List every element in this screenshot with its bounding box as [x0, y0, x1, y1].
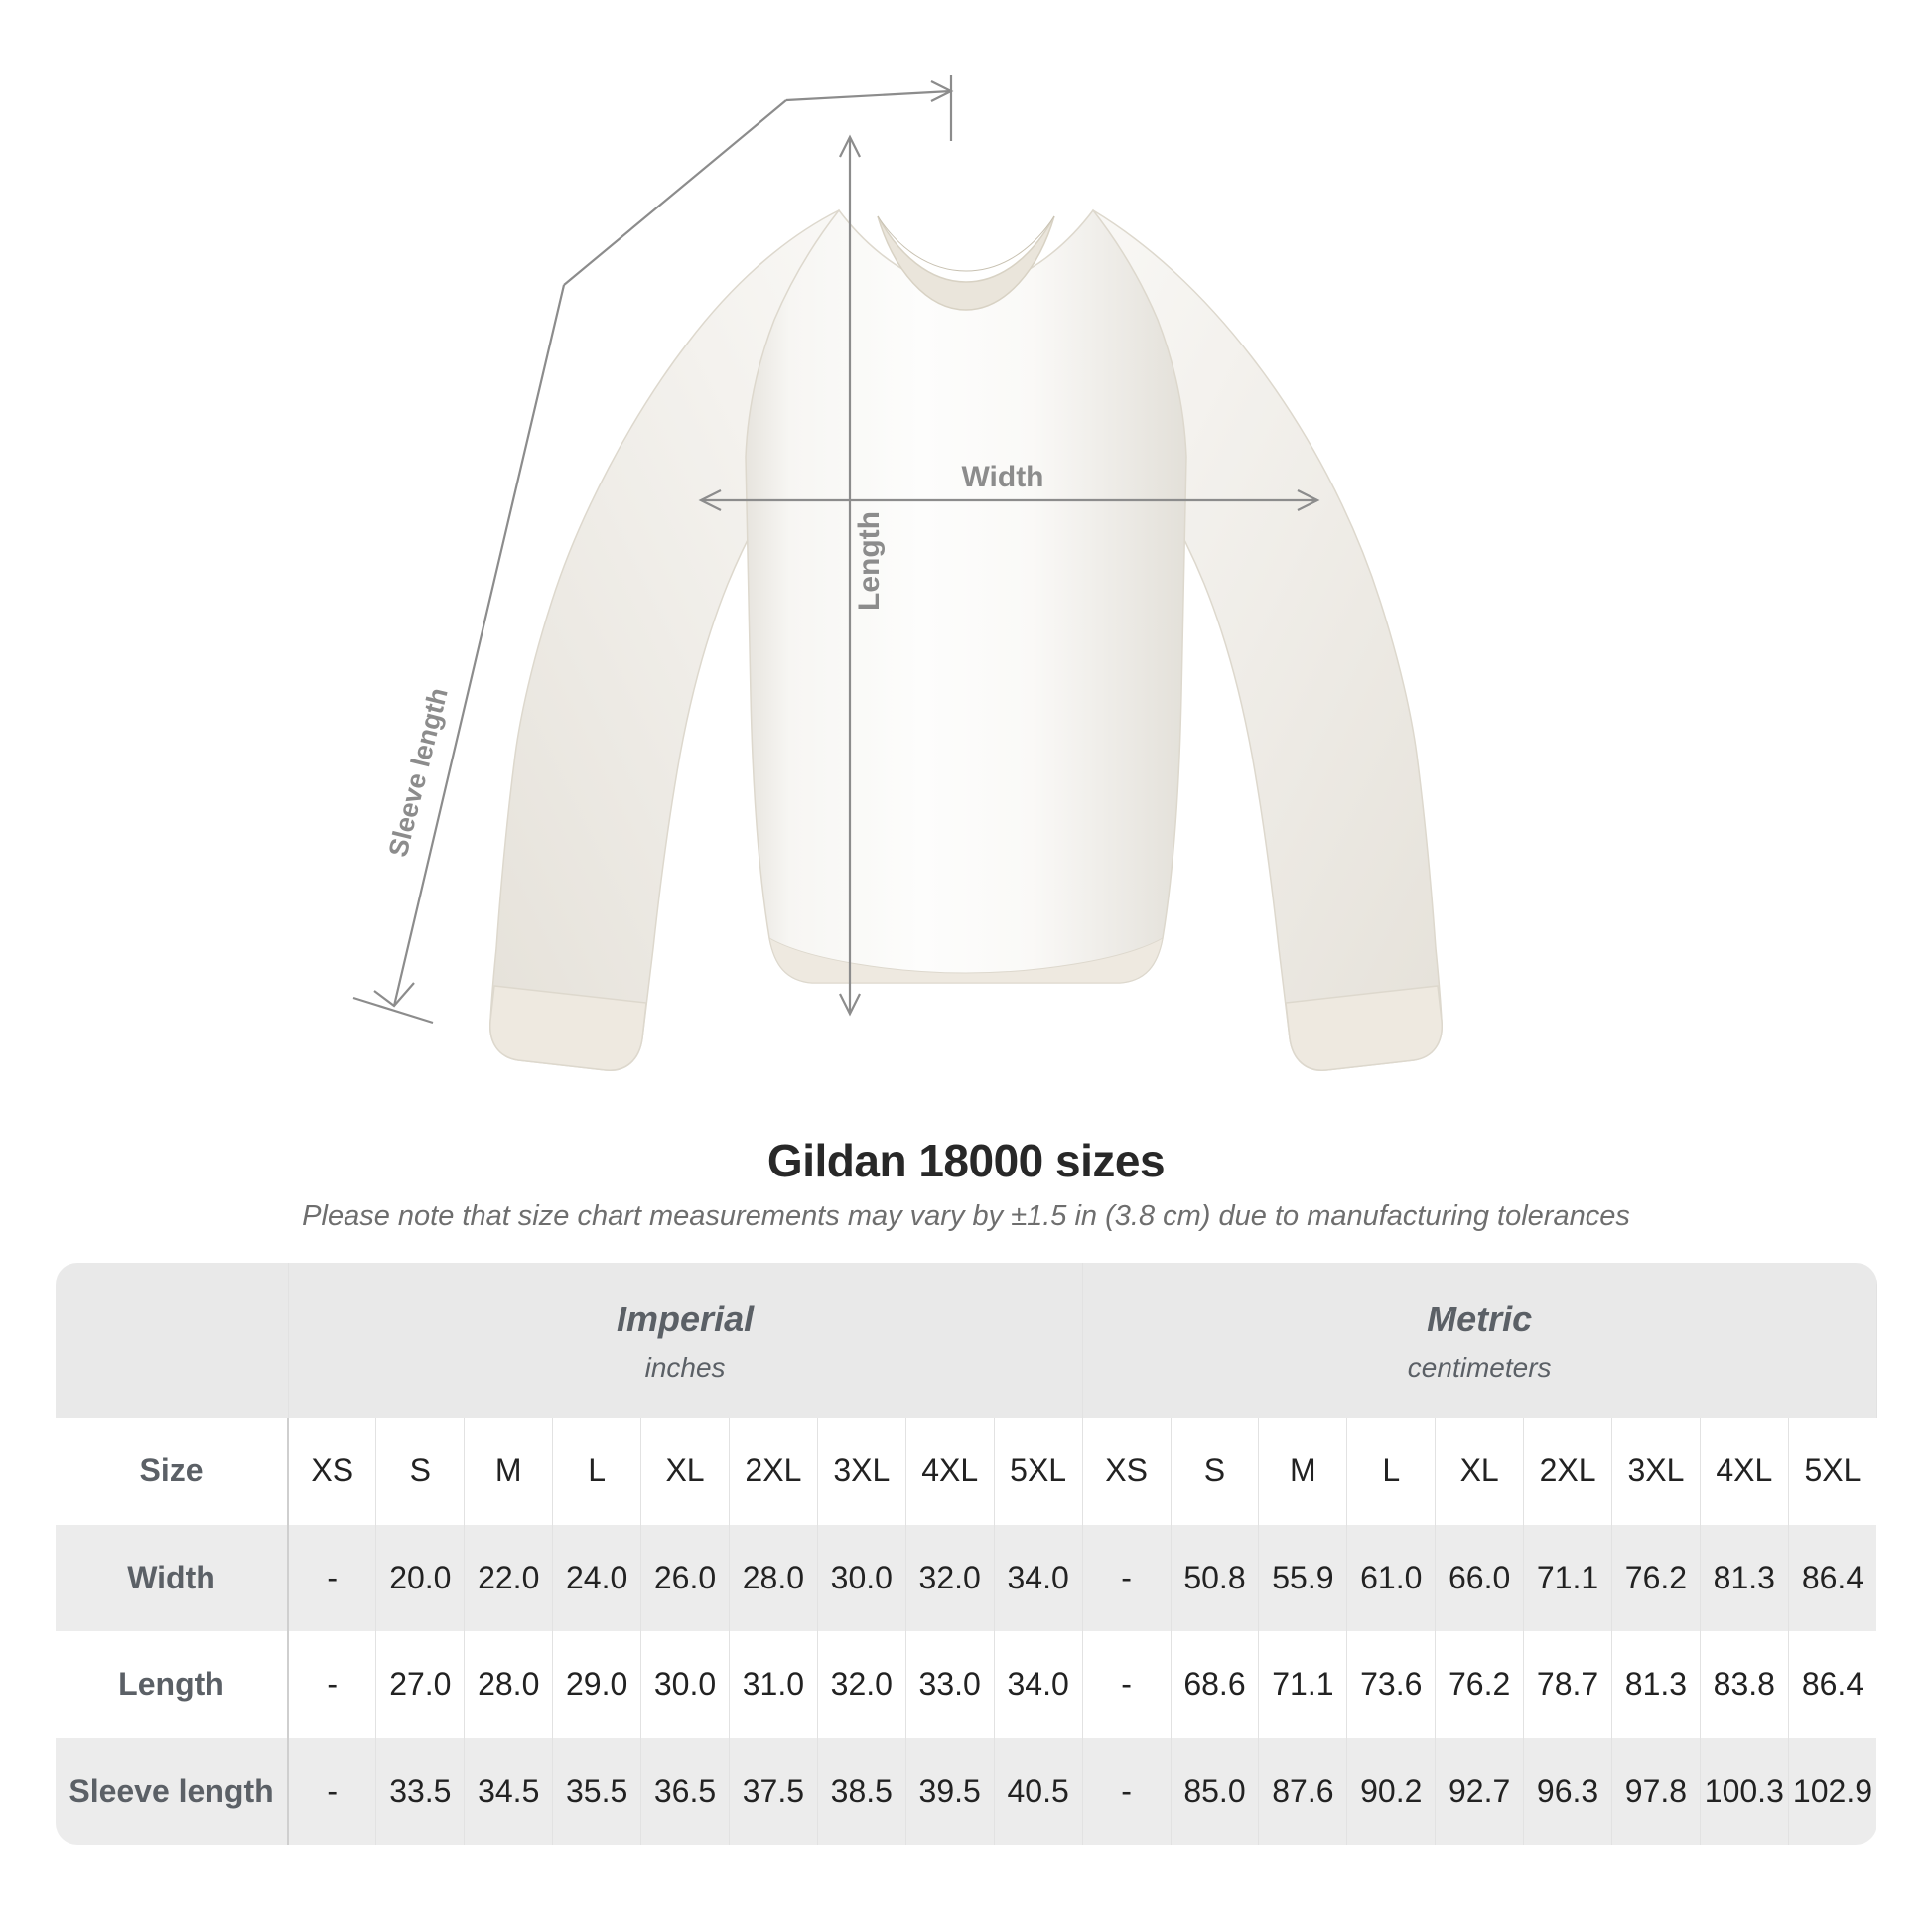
svg-text:Length: Length: [853, 511, 886, 611]
svg-text:Sleeve length: Sleeve length: [383, 685, 454, 860]
svg-text:Width: Width: [961, 461, 1043, 493]
